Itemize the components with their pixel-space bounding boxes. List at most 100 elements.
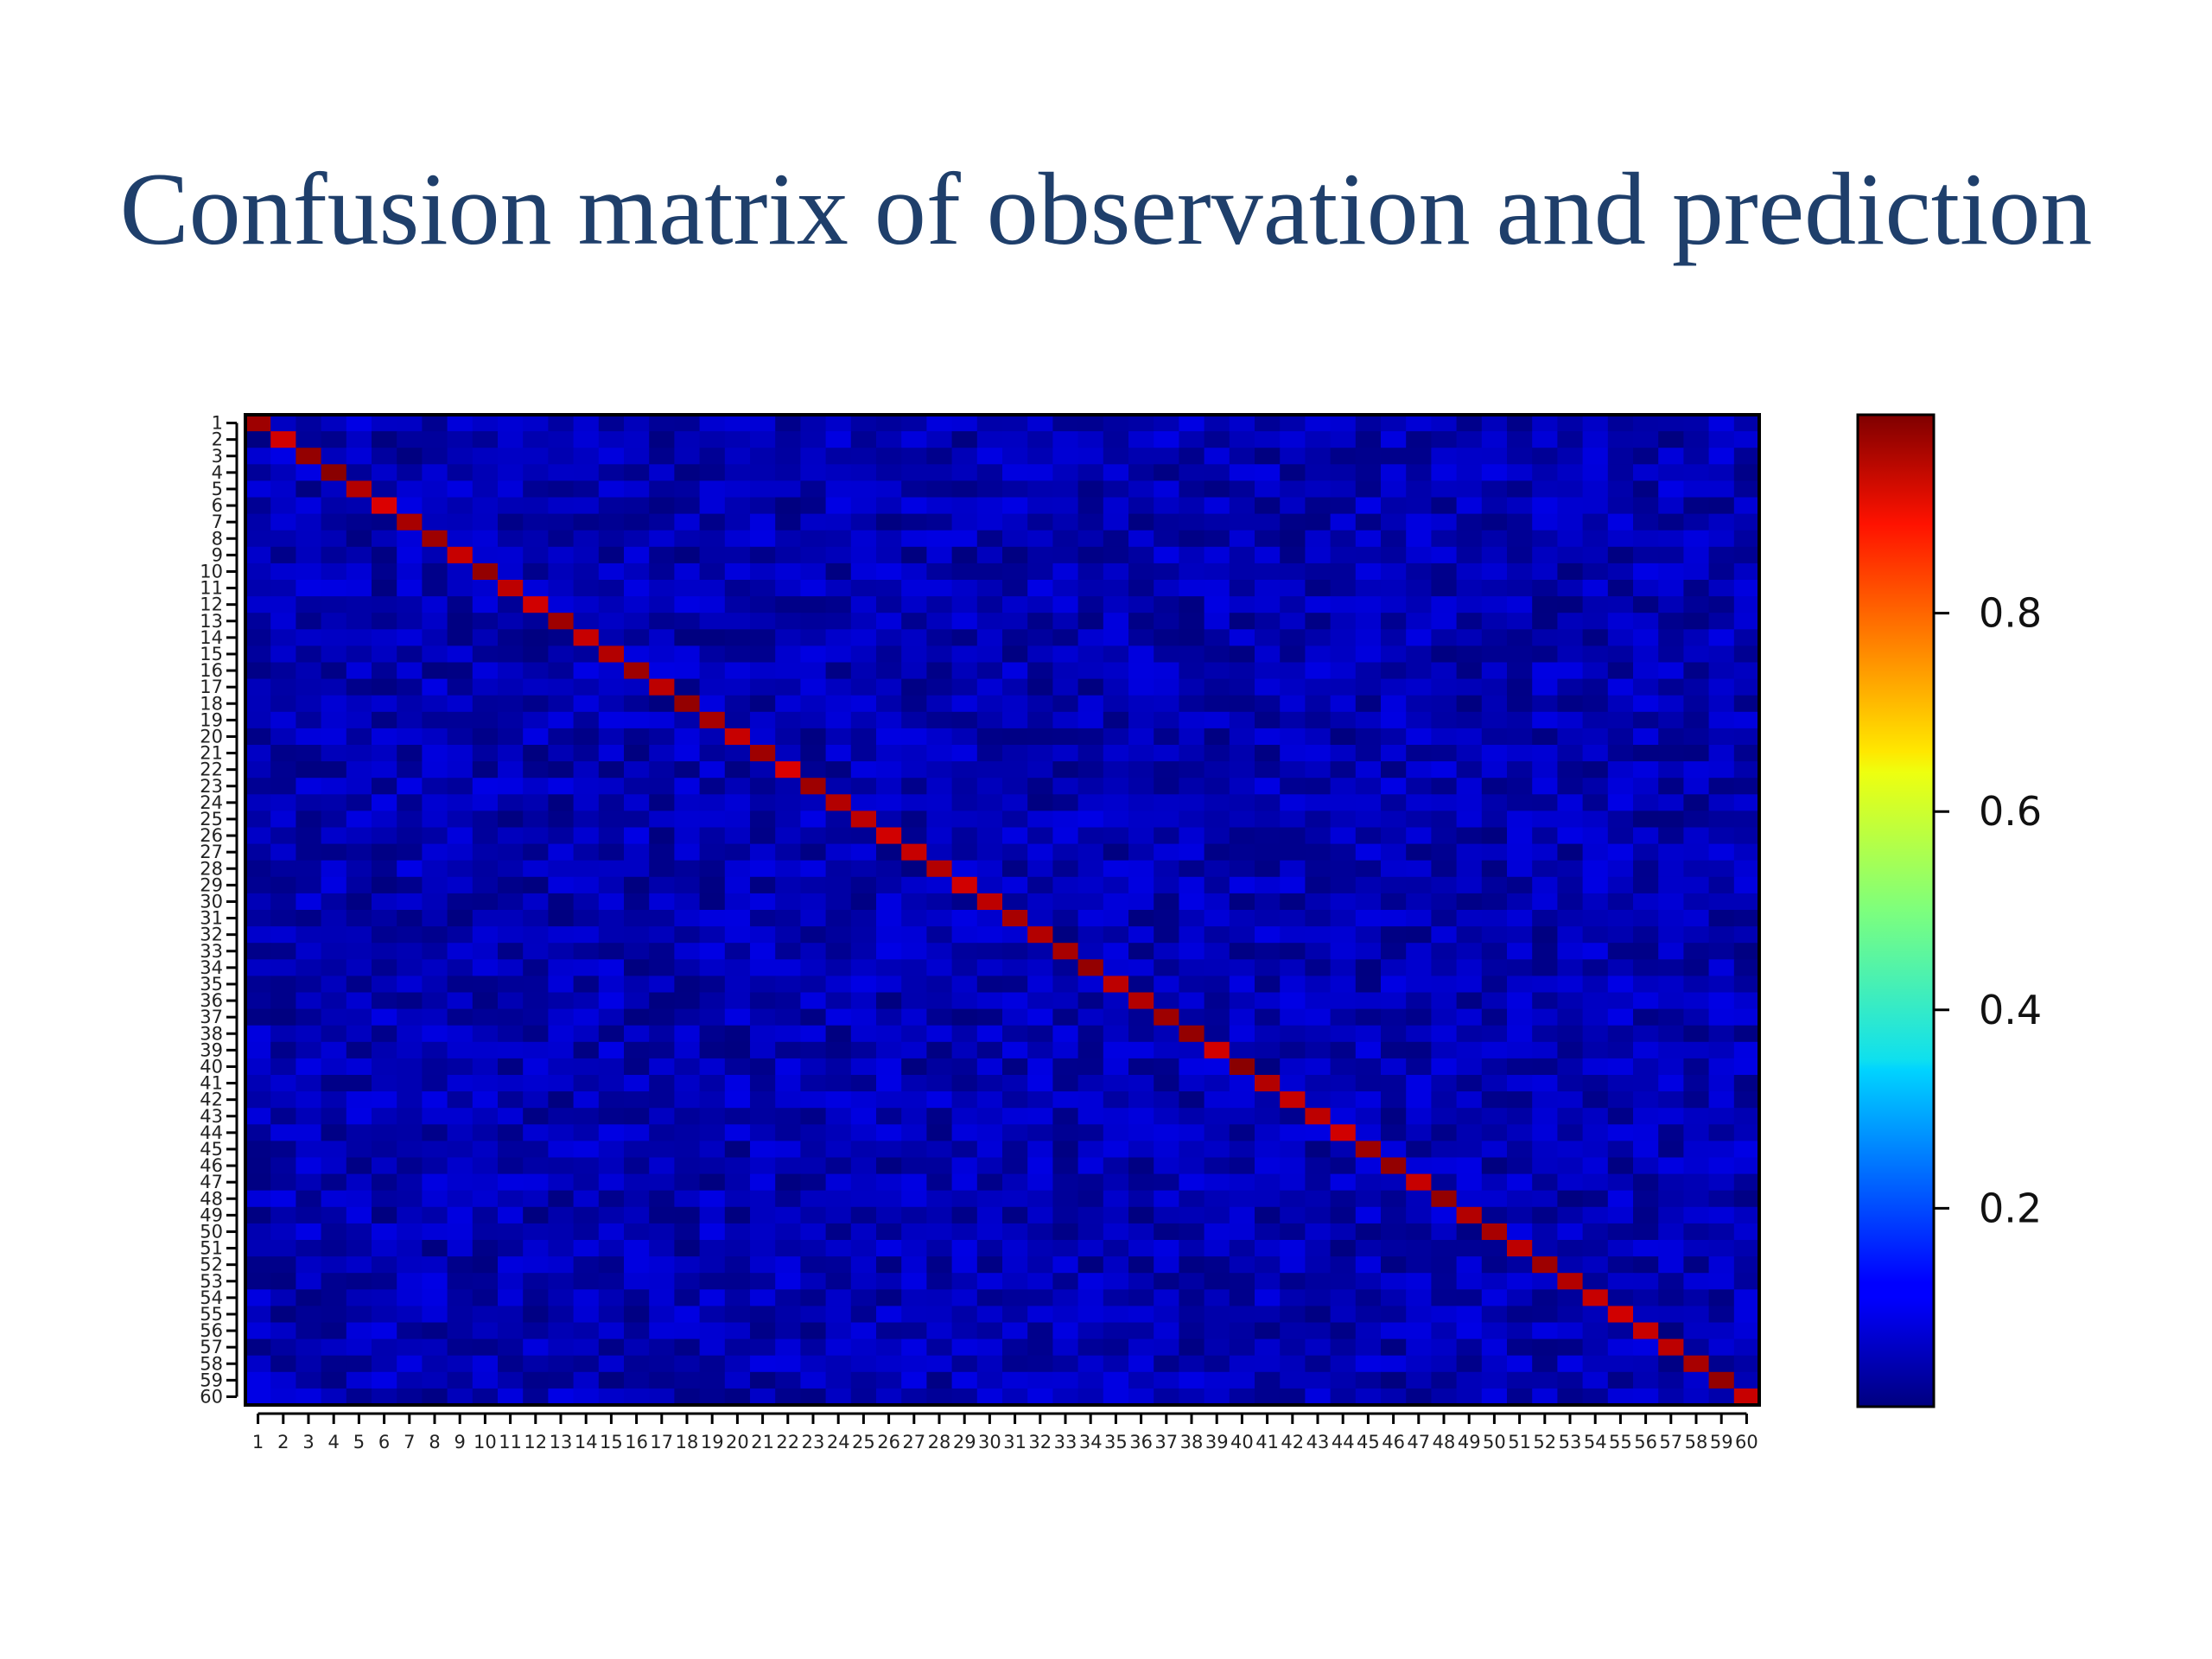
- heatmap-cell: [976, 843, 1003, 861]
- heatmap-cell: [296, 530, 322, 548]
- heatmap-cell: [1532, 976, 1558, 994]
- heatmap-cell: [346, 662, 372, 680]
- heatmap-cell: [321, 1306, 347, 1324]
- heatmap-cell: [624, 645, 650, 664]
- heatmap-cell: [1204, 943, 1230, 960]
- heatmap-cell: [1204, 794, 1230, 811]
- heatmap-cell: [1204, 480, 1230, 499]
- heatmap-cell: [548, 530, 575, 548]
- heatmap-cell: [750, 1041, 776, 1059]
- heatmap-cell: [1128, 546, 1154, 564]
- heatmap-cell: [1154, 745, 1179, 762]
- heatmap-cell: [1683, 563, 1710, 581]
- heatmap-cell: [1532, 1091, 1558, 1109]
- heatmap-cell: [1305, 1190, 1332, 1208]
- heatmap-cell: [1179, 1173, 1205, 1192]
- heatmap-cell: [1683, 761, 1710, 779]
- heatmap-cell: [1406, 1240, 1432, 1257]
- heatmap-cell: [699, 1008, 726, 1027]
- heatmap-cell: [1077, 1206, 1104, 1224]
- heatmap-cell: [1507, 563, 1533, 581]
- heatmap-cell: [1154, 761, 1179, 779]
- heatmap-cell: [1406, 530, 1432, 548]
- heatmap-cell: [850, 1091, 877, 1109]
- heatmap-cell: [1633, 1388, 1659, 1406]
- heatmap-cell: [926, 959, 953, 976]
- heatmap-cell: [750, 678, 776, 696]
- heatmap-cell: [296, 431, 322, 448]
- heatmap-cell: [1052, 1289, 1079, 1306]
- heatmap-cell: [447, 926, 474, 944]
- heatmap-cell: [750, 1206, 776, 1224]
- heatmap-cell: [775, 1273, 801, 1290]
- heatmap-cell: [775, 1075, 801, 1092]
- heatmap-cell: [1077, 876, 1104, 894]
- heatmap-cell: [1507, 1075, 1533, 1092]
- heatmap-cell: [1052, 480, 1079, 499]
- heatmap-cell: [1532, 415, 1558, 432]
- heatmap-cell: [1077, 480, 1104, 499]
- heatmap-cell: [699, 1041, 726, 1059]
- heatmap-cell: [1381, 1289, 1407, 1306]
- heatmap-cell: [1179, 1371, 1205, 1389]
- heatmap-cell: [498, 959, 524, 976]
- heatmap-cell: [951, 1240, 978, 1257]
- heatmap-cell: [422, 1075, 448, 1092]
- heatmap-cell: [1027, 431, 1053, 448]
- y-tick-label: 39: [200, 1039, 223, 1060]
- heatmap-cell: [1532, 1371, 1558, 1389]
- heatmap-cell: [1431, 695, 1458, 713]
- heatmap-cell: [1431, 645, 1458, 664]
- heatmap-cell: [1683, 695, 1710, 713]
- heatmap-cell: [1582, 1240, 1609, 1257]
- heatmap-cell: [1052, 448, 1079, 465]
- heatmap-cell: [1255, 678, 1281, 696]
- heatmap-cell: [548, 1025, 575, 1043]
- heatmap-cell: [800, 662, 827, 680]
- y-tick-label: 57: [200, 1337, 223, 1357]
- heatmap-cell: [270, 1256, 296, 1274]
- heatmap-cell: [1280, 761, 1306, 779]
- heatmap-cell: [1280, 678, 1306, 696]
- heatmap-cell: [472, 778, 499, 795]
- heatmap-cell: [1381, 678, 1407, 696]
- heatmap-cell: [1052, 1306, 1079, 1324]
- heatmap-cell: [498, 431, 524, 448]
- heatmap-cell: [598, 860, 625, 878]
- heatmap-cell: [1683, 745, 1710, 762]
- heatmap-cell: [951, 1091, 978, 1109]
- heatmap-cell: [825, 893, 852, 911]
- heatmap-cell: [1305, 810, 1332, 829]
- heatmap-cell: [926, 810, 953, 829]
- heatmap-cell: [1280, 1338, 1306, 1357]
- heatmap-cell: [1607, 1190, 1634, 1208]
- heatmap-cell: [850, 1355, 877, 1373]
- heatmap-cell: [472, 513, 499, 531]
- heatmap-cell: [1280, 563, 1306, 581]
- heatmap-cell: [523, 876, 549, 894]
- heatmap-cell: [926, 695, 953, 713]
- heatmap-cell: [624, 448, 650, 465]
- heatmap-cell: [876, 1091, 902, 1109]
- heatmap-cell: [1154, 530, 1179, 548]
- heatmap-cell: [548, 976, 575, 994]
- heatmap-cell: [850, 497, 877, 515]
- heatmap-cell: [926, 563, 953, 581]
- heatmap-cell: [901, 893, 927, 911]
- heatmap-cell: [724, 546, 751, 564]
- heatmap-cell: [422, 876, 448, 894]
- heatmap-cell: [1355, 1075, 1382, 1092]
- heatmap-cell: [1077, 843, 1104, 861]
- heatmap-cell: [1708, 678, 1735, 696]
- heatmap-cell: [1406, 695, 1432, 713]
- heatmap-cell: [724, 629, 751, 646]
- heatmap-cell: [775, 1041, 801, 1059]
- heatmap-cell: [1607, 613, 1634, 630]
- heatmap-cell: [1229, 415, 1255, 432]
- heatmap-cell: [598, 530, 625, 548]
- heatmap-cell: [1330, 1075, 1357, 1092]
- heatmap-cell: [1557, 827, 1584, 845]
- heatmap-cell: [548, 629, 575, 646]
- heatmap-cell: [1179, 580, 1205, 597]
- heatmap-cell: [624, 415, 650, 432]
